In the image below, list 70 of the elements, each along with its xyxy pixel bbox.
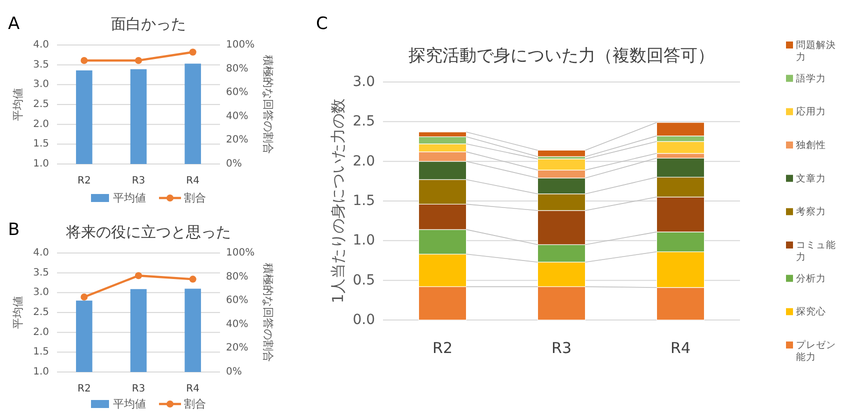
- y-tick-label: 3.0: [352, 74, 375, 90]
- chart-title: 将来の役に立つと思った: [65, 223, 231, 241]
- y-tick-label: 2.0: [352, 153, 375, 170]
- legend-label: 割合: [184, 398, 206, 410]
- x-tick-label: R4: [186, 384, 200, 394]
- y-tick-label: 3.5: [33, 267, 49, 278]
- x-tick-label: R3: [552, 339, 572, 357]
- chart-title: 面白かった: [111, 15, 186, 33]
- y2-tick-label: 20%: [226, 342, 248, 354]
- legend-label: 語学力: [796, 72, 826, 84]
- legend-label: 探究心: [796, 305, 826, 318]
- y2-tick-label: 40%: [226, 318, 248, 330]
- legend-label: 文章力: [796, 172, 826, 184]
- legend-label: 分析力: [796, 272, 826, 284]
- point: [135, 272, 142, 280]
- y2-tick-label: 60%: [226, 295, 248, 306]
- y2-tick-label: 0%: [226, 366, 242, 378]
- y-tick-label: 3.0: [33, 79, 49, 90]
- legend-label: プレゼン能力: [796, 338, 836, 362]
- y-tick-label: 1.5: [33, 346, 49, 358]
- y2-tick-label: 80%: [226, 63, 248, 74]
- legend-label: 平均値: [113, 192, 146, 204]
- y-tick-label: 2.0: [33, 326, 49, 338]
- y-tick-label: 4.0: [33, 40, 49, 50]
- x-tick-label: R2: [78, 384, 91, 394]
- y2-tick-label: 0%: [226, 158, 242, 170]
- y-tick-label: 0.5: [352, 272, 375, 288]
- x-tick-label: R3: [132, 384, 146, 394]
- y-tick-label: 1.0: [33, 366, 49, 378]
- x-tick-label: R4: [186, 176, 200, 186]
- text: B: [8, 220, 20, 240]
- y2-tick-label: 20%: [226, 134, 248, 146]
- x-tick-label: R4: [670, 339, 690, 357]
- y2-tick-label: 80%: [226, 271, 248, 282]
- legend-label: 応用力: [796, 105, 826, 118]
- x-tick-label: R2: [78, 176, 91, 186]
- y-tick-label: 2.5: [33, 307, 49, 318]
- y-tick-label: 2.5: [352, 114, 375, 130]
- legend-label: 独創性: [796, 138, 826, 150]
- y-tick-label: 0.0: [352, 312, 375, 328]
- point: [189, 276, 196, 283]
- y2-axis-title: 積極的な回答の割合: [262, 263, 274, 362]
- legend-label: 平均値: [113, 398, 146, 410]
- point: [80, 294, 88, 301]
- chart-title: 探究活動で身についた力（複数回答可）: [408, 46, 714, 66]
- y-tick-label: 1.0: [33, 158, 49, 170]
- y-tick-label: 2.0: [33, 118, 49, 130]
- y2-tick-label: 60%: [226, 87, 248, 98]
- y2-tick-label: 100%: [226, 248, 255, 258]
- legend-label: コミュ能力: [796, 238, 836, 262]
- y2-tick-label: 100%: [226, 40, 255, 50]
- legend-label: 問題解決力: [796, 38, 836, 62]
- text: A: [8, 14, 20, 34]
- y-tick-label: 1.0: [352, 232, 375, 249]
- y-axis-title: 平均値: [12, 296, 24, 329]
- legend-label: 割合: [184, 192, 206, 204]
- y-tick-label: 1.5: [33, 138, 49, 150]
- y-tick-label: 2.5: [33, 99, 49, 110]
- y-tick-label: 3.0: [33, 287, 49, 298]
- y-tick-label: 4.0: [33, 248, 49, 258]
- y2-axis-title: 積極的な回答の割合: [262, 55, 274, 154]
- text: C: [316, 14, 328, 34]
- y2-tick-label: 40%: [226, 110, 248, 122]
- y-tick-label: 1.5: [352, 193, 375, 209]
- y-tick-label: 3.5: [33, 59, 49, 70]
- legend-label: 考察力: [796, 205, 826, 218]
- x-tick-label: R3: [132, 176, 146, 186]
- y-axis-title: 1人当たりの身についた力の数: [329, 98, 347, 304]
- y-axis-title: 平均値: [12, 88, 24, 121]
- x-tick-label: R2: [432, 339, 452, 357]
